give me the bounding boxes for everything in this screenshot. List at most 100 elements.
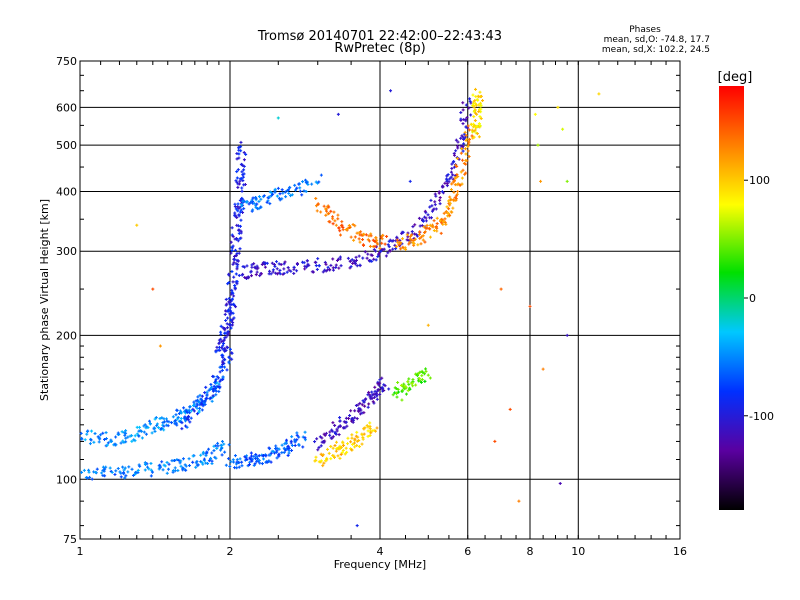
data-point xyxy=(220,446,224,450)
data-point xyxy=(386,243,390,247)
data-point xyxy=(466,145,470,149)
data-point xyxy=(448,213,452,217)
data-point xyxy=(339,233,343,237)
data-point xyxy=(367,402,371,406)
data-point xyxy=(337,433,341,437)
data-point xyxy=(349,409,353,413)
data-point xyxy=(421,238,425,242)
data-point xyxy=(303,436,307,440)
data-point xyxy=(110,470,114,474)
data-point xyxy=(358,412,362,416)
data-point xyxy=(122,468,126,472)
data-point xyxy=(416,243,420,247)
data-point xyxy=(294,188,298,192)
data-point xyxy=(385,234,389,238)
data-point xyxy=(226,457,230,461)
data-point xyxy=(219,324,223,328)
data-point xyxy=(80,436,84,440)
data-point xyxy=(317,180,321,184)
data-point xyxy=(114,469,118,473)
data-point xyxy=(280,188,284,192)
data-point xyxy=(226,309,230,313)
data-point xyxy=(330,429,334,433)
data-point xyxy=(121,465,125,469)
data-point xyxy=(558,481,562,485)
data-point xyxy=(341,441,345,445)
data-point xyxy=(240,170,244,174)
y-axis-label: Stationary phase Virtual Height [km] xyxy=(38,199,51,401)
data-point xyxy=(123,466,127,470)
data-point xyxy=(379,235,383,239)
data-point xyxy=(233,454,237,458)
data-point xyxy=(252,454,256,458)
data-point xyxy=(282,262,286,266)
data-point xyxy=(283,190,287,194)
data-point xyxy=(435,222,439,226)
data-point xyxy=(198,406,202,410)
data-point xyxy=(455,156,459,160)
data-point xyxy=(438,198,442,202)
data-point xyxy=(533,112,537,116)
data-point xyxy=(449,170,453,174)
data-point xyxy=(167,420,171,424)
data-point xyxy=(195,403,199,407)
data-point xyxy=(313,260,317,264)
data-point xyxy=(287,449,291,453)
data-point xyxy=(464,147,468,151)
data-point xyxy=(475,124,479,128)
data-point xyxy=(350,448,354,452)
data-point xyxy=(457,157,461,161)
data-point xyxy=(199,397,203,401)
data-point xyxy=(234,272,238,276)
data-point xyxy=(130,439,134,443)
data-point xyxy=(367,390,371,394)
data-point xyxy=(445,178,449,182)
data-point xyxy=(240,196,244,200)
data-point xyxy=(303,430,307,434)
data-point xyxy=(226,330,230,334)
data-point xyxy=(454,138,458,142)
data-point xyxy=(472,129,476,133)
data-point xyxy=(126,435,130,439)
data-point xyxy=(178,409,182,413)
data-point xyxy=(204,397,208,401)
data-point xyxy=(217,390,221,394)
data-point xyxy=(403,246,407,250)
data-point xyxy=(335,429,339,433)
data-point xyxy=(418,370,422,374)
data-point xyxy=(451,198,455,202)
data-point xyxy=(320,436,324,440)
data-point xyxy=(295,269,299,273)
data-point xyxy=(461,168,465,172)
data-point xyxy=(324,431,328,435)
data-point xyxy=(277,262,281,266)
data-point xyxy=(478,90,482,94)
data-point xyxy=(499,287,503,291)
data-point xyxy=(314,196,318,200)
data-point xyxy=(411,380,415,384)
data-point xyxy=(370,259,374,263)
data-point xyxy=(331,446,335,450)
data-point xyxy=(329,436,333,440)
data-point xyxy=(464,162,468,166)
data-point xyxy=(83,438,87,442)
data-point xyxy=(465,137,469,141)
data-point xyxy=(407,377,411,381)
data-point xyxy=(246,275,250,279)
data-point xyxy=(181,457,185,461)
data-point xyxy=(212,444,216,448)
data-point xyxy=(341,448,345,452)
data-point xyxy=(467,154,471,158)
data-point xyxy=(408,237,412,241)
data-point xyxy=(324,459,328,463)
data-point xyxy=(386,251,390,255)
data-point xyxy=(419,380,423,384)
data-point xyxy=(335,259,339,263)
data-point xyxy=(191,454,195,458)
data-point xyxy=(104,437,108,441)
data-point xyxy=(476,98,480,102)
data-point xyxy=(426,213,430,217)
data-point xyxy=(346,256,350,260)
data-point xyxy=(361,399,365,403)
data-point xyxy=(232,275,236,279)
